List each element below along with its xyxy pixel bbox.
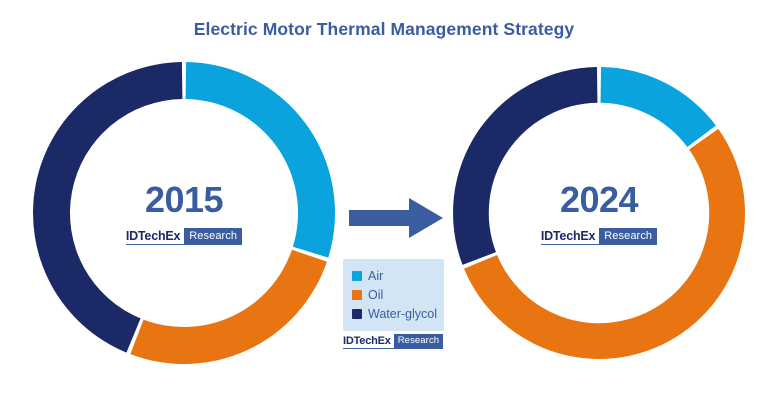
legend-swatch-water-glycol-icon [352,308,362,319]
chart-legend: Air Oil Water-glycol [343,259,444,331]
segment-2024-water-glycol[interactable] [453,67,598,265]
legend-label-air: Air [368,268,384,283]
donut-2024-svg [453,67,745,359]
donut-chart-2024: 2024 IDTechEx Research [453,67,745,359]
legend-item-air[interactable]: Air [352,266,435,285]
legend-swatch-oil-icon [352,289,362,300]
arrow-right-glyph [349,198,443,238]
donut-chart-2015: 2015 IDTechEx Research [33,62,335,364]
page-title: Electric Motor Thermal Management Strate… [193,19,575,39]
legend-label-oil: Oil [368,287,384,302]
segment-2015-oil[interactable] [130,249,327,364]
idtechex-logo-legend: IDTechEx Research [343,334,444,349]
legend-item-oil[interactable]: Oil [352,285,435,304]
arrow-right-shape [349,198,443,238]
legend-item-water-glycol[interactable]: Water-glycol [352,304,437,323]
segment-2015-air[interactable] [185,62,335,258]
donut-2015-svg [33,62,335,364]
legend-swatch-air-icon [352,270,362,281]
donut-2015-segments [33,62,335,364]
legend-label-water-glycol: Water-glycol [368,306,437,321]
idtechex-wordmark: IDTechEx [343,334,394,349]
segment-2024-oil[interactable] [464,128,745,359]
segment-2024-air[interactable] [600,67,716,147]
arrow-right-icon [349,198,443,238]
idtechex-research-badge: Research [393,334,444,349]
segment-2015-water-glycol[interactable] [33,62,183,353]
donut-2024-segments [453,67,745,359]
